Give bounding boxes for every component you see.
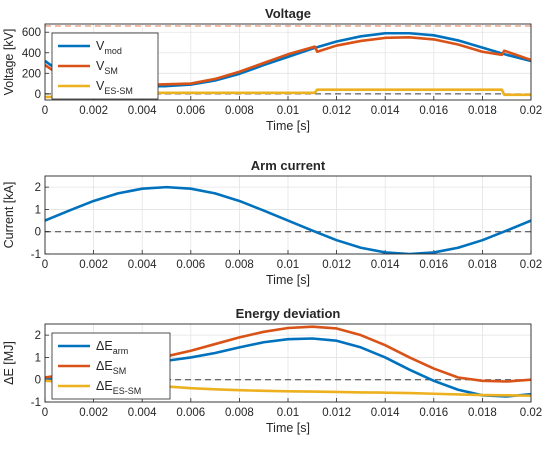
y-tick-label: 1: [35, 204, 41, 216]
x-tick-label: 0.008: [225, 105, 254, 117]
x-tick-label: 0.014: [371, 105, 400, 117]
axes-frame: [44, 23, 532, 101]
y-axis-label: ΔE [MJ]: [2, 341, 16, 385]
y-axis-label: Voltage [kV]: [2, 29, 16, 96]
y-tick-label: 1: [35, 352, 41, 364]
x-tick-label: 0.02: [520, 407, 542, 419]
y-axis-label: Current [kA]: [2, 182, 16, 249]
x-tick-label: 0.012: [322, 105, 351, 117]
x-tick-label: 0.02: [520, 105, 542, 117]
y-tick-label: -1: [31, 397, 41, 409]
x-tick-label: 0.006: [176, 105, 205, 117]
panel-1: 0 0.002 0.004 0.006 0.008 0.01 0.012 0.014 0.016…: [2, 6, 542, 133]
x-tick-label: 0.01: [277, 259, 299, 271]
y-tick-label: 2: [35, 330, 41, 342]
y-tick-label: 400: [22, 48, 41, 60]
y-tick-label: 600: [22, 27, 41, 39]
x-tick-label: 0.01: [277, 105, 299, 117]
x-tick-label: 0.018: [468, 407, 497, 419]
legend-entry-subscript: SM: [104, 66, 118, 76]
x-axis-label: Time [s]: [266, 273, 310, 287]
x-tick-label: 0.014: [371, 259, 400, 271]
x-tick-label: 0.002: [79, 259, 108, 271]
x-tick-label: 0.012: [322, 259, 351, 271]
y-tick-label: 200: [22, 68, 41, 80]
x-tick-label: 0.016: [419, 105, 448, 117]
panel-2: 0 0.002 0.004 0.006 0.008 0.01 0.012 0.014 0.016…: [2, 158, 542, 287]
x-tick-label: 0.018: [468, 259, 497, 271]
y-tick-label: -1: [31, 249, 41, 261]
x-tick-label: 0.004: [128, 259, 157, 271]
x-tick-label: 0.016: [419, 259, 448, 271]
axes-frame: [44, 323, 532, 403]
legend-entry-subscript: SM: [113, 366, 127, 376]
chart-title: Voltage: [265, 6, 311, 21]
legend-entry-subscript: arm: [113, 346, 129, 356]
series-line-1: [45, 185, 531, 254]
y-tick-label: 2: [35, 182, 41, 194]
chart-title: Energy deviation: [236, 306, 341, 321]
series-group: [45, 185, 531, 254]
y-tick-label: 0: [35, 89, 41, 101]
x-tick-label: 0.02: [520, 259, 542, 271]
x-tick-label: 0.004: [128, 407, 157, 419]
x-tick-label: 0: [42, 407, 48, 419]
x-tick-label: 0.006: [176, 407, 205, 419]
x-tick-label: 0: [42, 105, 48, 117]
chart-title: Arm current: [251, 158, 326, 173]
x-tick-label: 0.006: [176, 259, 205, 271]
x-tick-label: 0.012: [322, 407, 351, 419]
x-tick-label: 0: [42, 259, 48, 271]
legend-entry-subscript: ES-SM: [104, 86, 133, 96]
x-tick-label: 0.01: [277, 407, 299, 419]
y-tick-label: 0: [35, 375, 41, 387]
legend-entry-subscript: ES-SM: [113, 386, 142, 396]
panel-3: 0 0.002 0.004 0.006 0.008 0.01 0.012 0.014 0.016…: [2, 306, 542, 435]
x-tick-label: 0.002: [79, 105, 108, 117]
x-tick-label: 0.014: [371, 407, 400, 419]
y-tick-label: 0: [35, 227, 41, 239]
x-tick-label: 0.004: [128, 105, 157, 117]
x-tick-label: 0.016: [419, 407, 448, 419]
legend-entry-subscript: mod: [104, 46, 122, 56]
x-tick-label: 0.008: [225, 259, 254, 271]
axes-frame: [44, 175, 532, 255]
x-tick-label: 0.008: [225, 407, 254, 419]
x-tick-label: 0.002: [79, 407, 108, 419]
x-axis-label: Time [s]: [266, 421, 310, 435]
x-tick-label: 0.018: [468, 105, 497, 117]
x-axis-label: Time [s]: [266, 119, 310, 133]
